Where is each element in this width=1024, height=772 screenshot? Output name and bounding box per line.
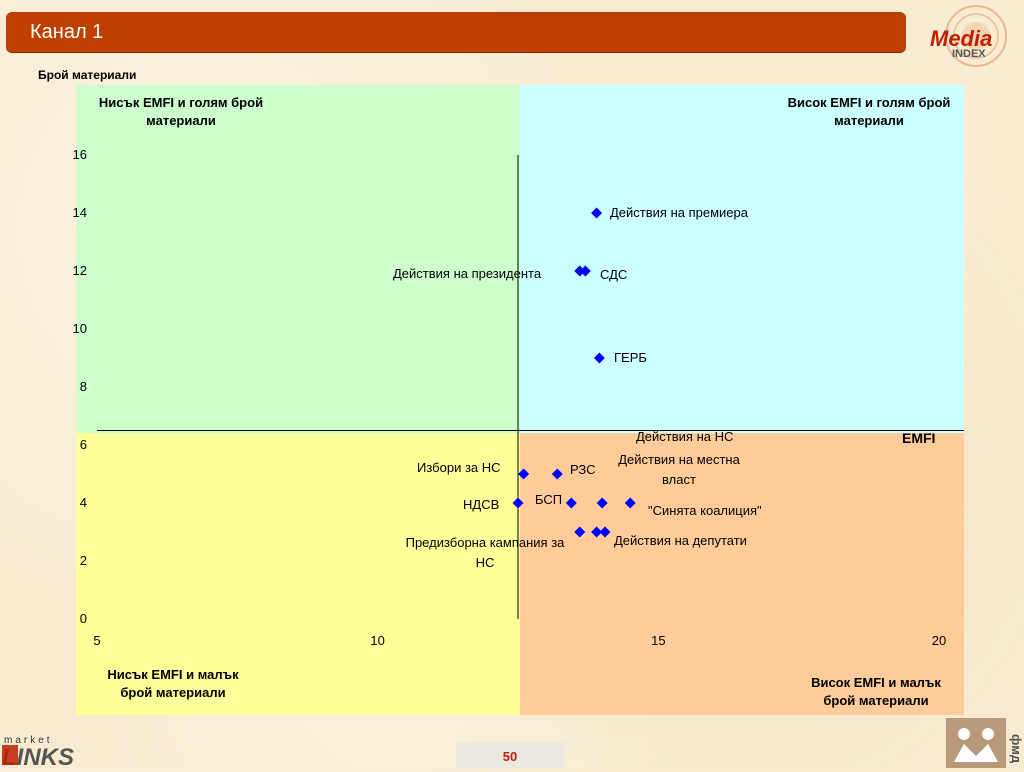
x-tick-label: 5 bbox=[93, 633, 101, 648]
data-point-marker bbox=[591, 207, 603, 219]
point-label-gerb: ГЕРБ bbox=[614, 350, 647, 365]
media-index-logo: Media INDEX bbox=[930, 5, 1007, 67]
y-tick-label: 16 bbox=[72, 147, 87, 162]
x-tick-label: 10 bbox=[370, 633, 385, 648]
data-point-marker bbox=[512, 497, 524, 509]
y-tick-label: 10 bbox=[72, 321, 87, 336]
point-label-elections: Избори за НС bbox=[417, 460, 501, 475]
point-label-rzs: РЗС bbox=[570, 462, 596, 477]
data-point-marker bbox=[591, 526, 603, 538]
y-tick-label: 6 bbox=[79, 437, 87, 452]
data-point-marker bbox=[574, 265, 586, 277]
page-number: 50 bbox=[456, 742, 564, 768]
x-tick-label: 20 bbox=[931, 633, 947, 648]
y-tick-label: 14 bbox=[72, 205, 87, 220]
y-axis-label: Брой материали bbox=[38, 68, 137, 82]
fmd-logo: фмд bbox=[946, 718, 1024, 768]
point-label-ns: Действия на НС bbox=[636, 429, 734, 444]
data-point-marker bbox=[596, 497, 608, 509]
data-point-marker bbox=[579, 265, 591, 277]
point-label-campaign: Предизборна кампания за НС bbox=[405, 535, 565, 570]
point-label-ndsv: НДСВ bbox=[463, 497, 500, 512]
data-point-marker bbox=[574, 526, 586, 538]
data-point-marker bbox=[599, 526, 611, 538]
point-label-premier: Действия на премиера bbox=[610, 205, 748, 220]
quadrant-label-top-right: Висок EMFI и голям брой материали bbox=[787, 95, 951, 128]
point-label-sds: СДС bbox=[600, 267, 628, 282]
fmd-logo-text: фмд bbox=[1009, 734, 1024, 764]
data-point-marker bbox=[551, 468, 563, 480]
data-point-marker bbox=[593, 352, 605, 364]
x-tick-label: 15 bbox=[651, 633, 666, 648]
index-logo-text: INDEX bbox=[952, 48, 986, 60]
point-label-bsp: БСП bbox=[535, 492, 563, 507]
point-label-deputies: Действия на депутати bbox=[614, 533, 747, 548]
y-tick-label: 0 bbox=[79, 611, 87, 626]
y-tick-label: 2 bbox=[79, 553, 87, 568]
quadrant-label-bottom-left: Нисък EMFI и малък брой материали bbox=[107, 667, 239, 700]
data-point-marker bbox=[624, 497, 636, 509]
data-point-marker bbox=[518, 468, 530, 480]
quadrant-label-top-left: Нисък EMFI и голям брой материали bbox=[98, 95, 264, 128]
slide-title: Канал 1 bbox=[30, 21, 104, 43]
y-tick-label: 12 bbox=[72, 263, 87, 278]
quadrant-label-bottom-right: Висок EMFI и малък брой материали bbox=[811, 675, 941, 708]
point-label-president: Действия на президента bbox=[393, 266, 542, 281]
market-links-logo: market LINKS bbox=[2, 735, 74, 768]
y-tick-label: 8 bbox=[79, 379, 87, 394]
y-tick-label: 4 bbox=[79, 495, 87, 510]
quadrant-high-low bbox=[520, 433, 964, 715]
point-label-blue-coalition: "Синята коалиция" bbox=[648, 503, 762, 518]
quadrant-high-high bbox=[520, 85, 964, 433]
title-bar: Канал 1 bbox=[6, 12, 906, 52]
quadrant-low-low bbox=[76, 433, 520, 715]
market-logo-text: market bbox=[4, 735, 53, 746]
quadrant-low-high bbox=[76, 85, 520, 433]
x-axis-label: EMFI bbox=[902, 430, 936, 446]
point-label-local-gov: Действия на местна власт bbox=[618, 452, 740, 487]
data-point-marker bbox=[565, 497, 577, 509]
media-logo-text: Media bbox=[930, 26, 992, 51]
